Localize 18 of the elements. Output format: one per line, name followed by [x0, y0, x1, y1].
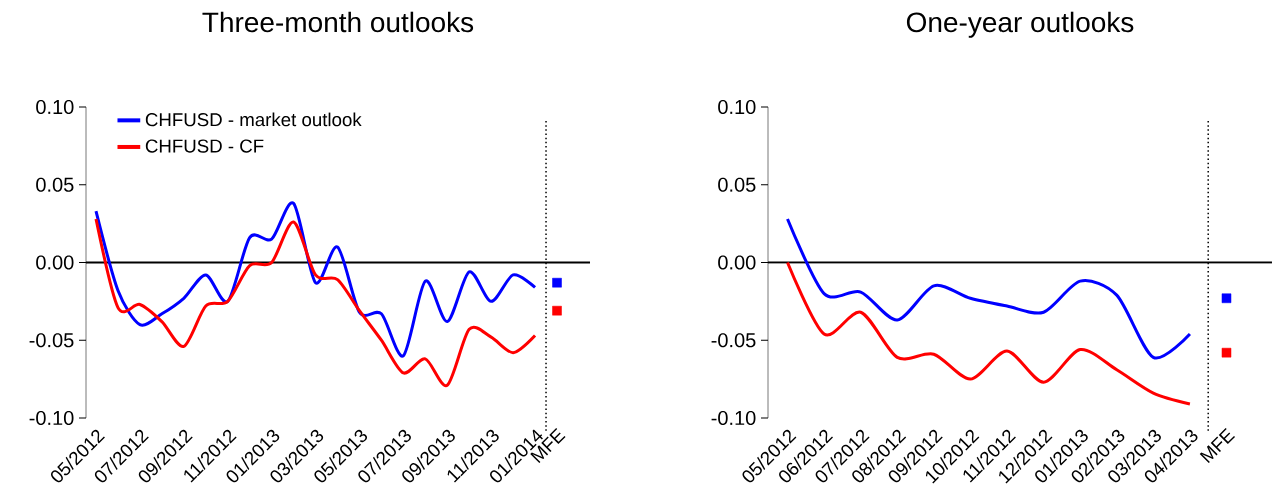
y-tick-label: 0.00	[718, 255, 756, 270]
line-series	[94, 217, 537, 387]
y-tick-label: 0.05	[718, 177, 756, 192]
line-series	[94, 201, 537, 358]
y-tick-label: -0.10	[711, 410, 756, 426]
y-tick-label: -0.05	[29, 333, 74, 348]
y-tick-label: 0.10	[718, 99, 756, 115]
line-series	[786, 217, 1192, 360]
chart-title: Three-month outlooks	[202, 11, 474, 33]
legend-label: CHFUSD - CF	[145, 139, 264, 153]
y-tick-label: 0.00	[36, 255, 74, 270]
y-tick-label: 0.10	[36, 99, 74, 115]
chart-title: One-year outlooks	[906, 11, 1134, 38]
y-tick-label: 0.05	[36, 177, 74, 192]
legend-label: CHFUSD - market outlook	[145, 112, 362, 127]
y-tick-label: -0.05	[711, 333, 756, 348]
y-tick-label: -0.10	[29, 410, 74, 426]
line-series	[786, 260, 1192, 406]
